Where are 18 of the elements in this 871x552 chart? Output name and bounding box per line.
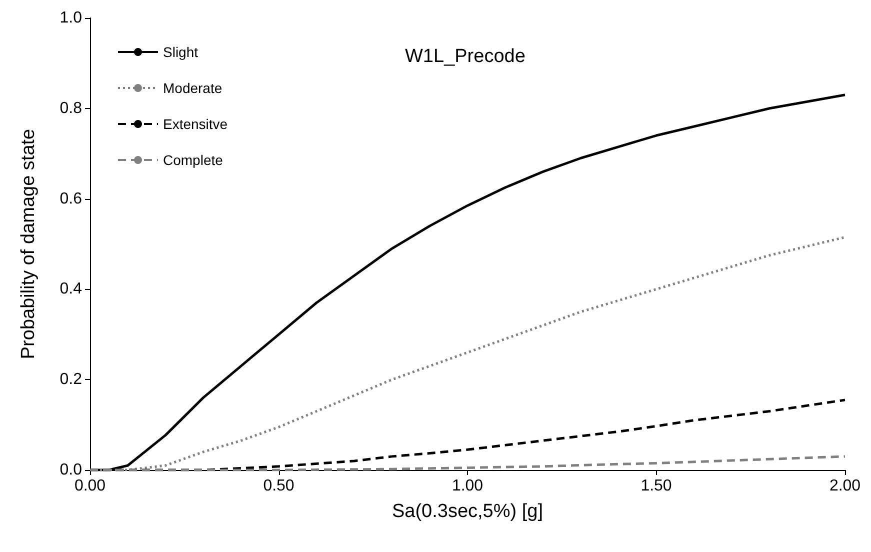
y-tick-label: 0.6 (60, 190, 82, 208)
x-tick-label: 2.00 (829, 478, 861, 494)
y-tick-label: 0.4 (60, 280, 82, 298)
x-tick-label: 1.50 (640, 478, 672, 494)
legend-label: Slight (163, 44, 198, 60)
text: W1L_Precode (405, 46, 526, 67)
y-tick-label: 0.2 (60, 371, 82, 388)
legend-label: Extensitve (163, 116, 228, 132)
y-tick-label: 0.0 (60, 462, 82, 478)
legend-label: Moderate (163, 80, 222, 96)
x-tick-label: 0.50 (263, 478, 294, 494)
x-tick-label: 1.00 (452, 478, 484, 494)
y-axis-title: Probability of damage state (18, 128, 39, 360)
x-axis-title: Sa(0.3sec,5%) [g] (392, 501, 544, 522)
legend-label: Complete (163, 152, 224, 168)
y-tick-label: 0.8 (60, 100, 82, 117)
x-tick-label: 0.00 (74, 478, 106, 494)
y-tick-label: 1.0 (60, 10, 82, 26)
